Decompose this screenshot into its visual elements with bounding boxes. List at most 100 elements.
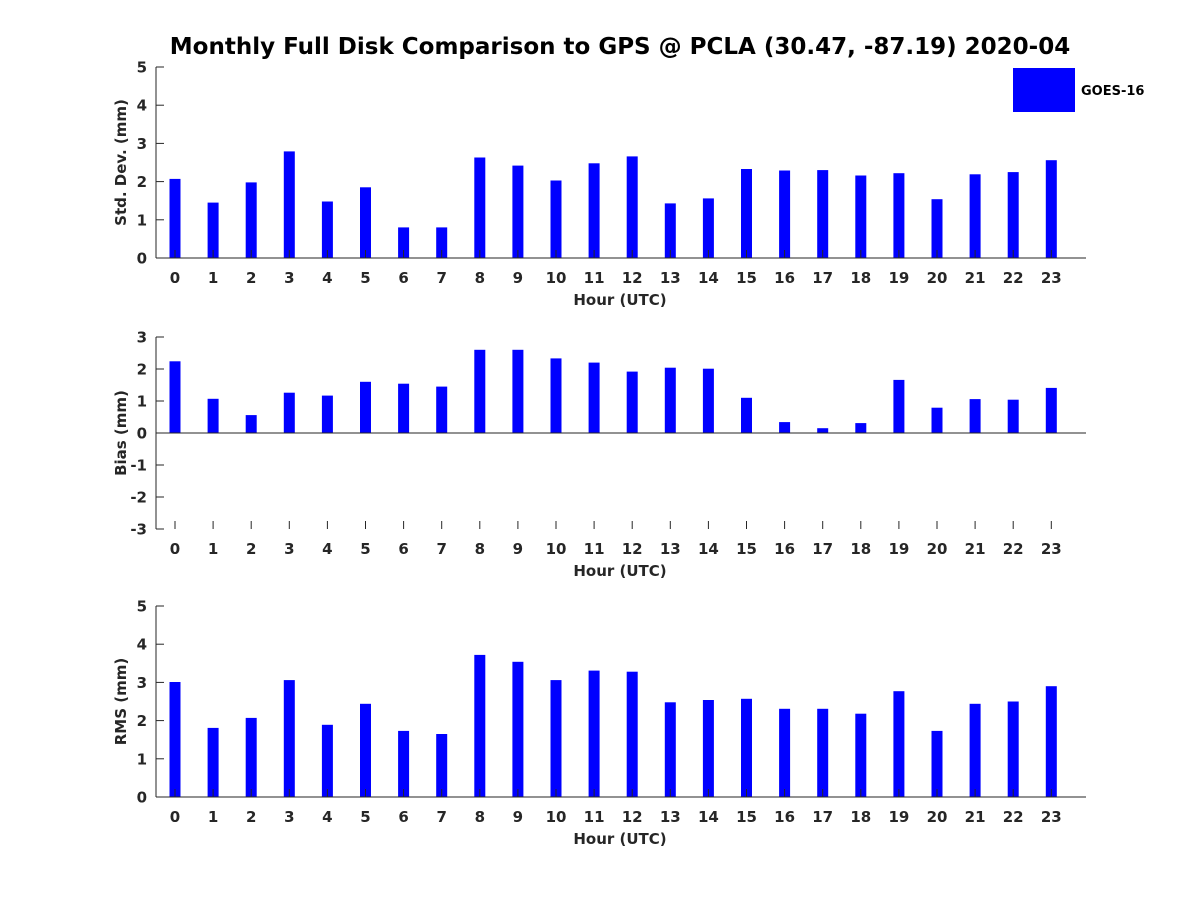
bar [550,680,562,797]
bar [779,422,791,433]
x-tick-label: 6 [398,540,408,558]
bar [1007,172,1019,258]
x-tick-label: 0 [170,269,180,287]
x-tick-label: 12 [622,808,643,826]
x-tick-label: 13 [660,269,681,287]
bar [893,173,905,258]
bar [550,358,562,433]
x-tick-label: 16 [774,269,795,287]
bar [1045,387,1057,433]
x-tick-label: 7 [436,808,446,826]
bar [741,397,752,433]
bar [855,713,867,797]
bar [817,170,829,258]
y-tick-label: 5 [137,598,147,616]
x-tick-label: 4 [322,540,332,558]
x-tick-label: 9 [513,540,523,558]
bar [779,708,791,797]
bar [969,399,981,433]
bar [436,227,448,258]
x-tick-label: 22 [1003,269,1024,287]
bar [817,428,829,433]
x-tick-label: 10 [546,269,567,287]
bar [779,170,791,258]
legend: GOES-16 [1013,68,1144,112]
x-tick-label: 22 [1003,808,1024,826]
bar [664,367,676,433]
x-tick-label: 7 [436,269,446,287]
chart-title: Monthly Full Disk Comparison to GPS @ PC… [170,34,1070,60]
x-tick-label: 23 [1041,269,1062,287]
bar [931,199,943,258]
y-tick-label: 3 [137,674,147,692]
bar [702,198,714,258]
bar [855,175,867,258]
x-tick-label: 10 [546,808,567,826]
bar [969,174,981,258]
bar [245,717,257,797]
bar [664,203,676,258]
bar [398,383,410,433]
x-tick-label: 17 [812,808,833,826]
x-tick-label: 5 [360,269,370,287]
x-tick-label: 1 [208,540,218,558]
y-tick-label: -3 [130,521,147,539]
bar [207,727,219,797]
y-tick-label: 3 [137,135,147,153]
x-tick-label: 18 [850,808,871,826]
x-tick-label: 3 [284,808,294,826]
x-tick-label: 3 [284,269,294,287]
x-tick-label: 6 [398,808,408,826]
x-tick-label: 15 [736,808,757,826]
x-tick-label: 2 [246,540,256,558]
bar [245,415,257,433]
bar [512,349,524,433]
x-tick-label: 7 [436,540,446,558]
bar [1007,399,1019,433]
bar [702,368,714,433]
bar [398,227,410,258]
x-tick-label: 19 [888,808,909,826]
bar [626,671,638,797]
bar [207,398,219,433]
x-tick-label: 6 [398,269,408,287]
bar [207,202,219,258]
bar [474,349,486,433]
x-tick-label: 23 [1041,540,1062,558]
bar [474,157,486,258]
x-tick-label: 21 [965,808,986,826]
x-tick-label: 9 [513,269,523,287]
x-tick-label: 23 [1041,808,1062,826]
bar [512,165,524,258]
bar [169,361,181,433]
x-tick-label: 5 [360,808,370,826]
bar [436,386,448,433]
y-tick-label: 0 [137,789,147,807]
bar [169,178,181,258]
bar [664,702,676,797]
x-tick-label: 17 [812,540,833,558]
bar [1045,160,1057,258]
y-tick-label: -2 [130,489,147,507]
y-tick-label: 1 [137,750,147,768]
bar [512,661,524,797]
x-tick-label: 20 [927,540,948,558]
x-tick-label: 4 [322,269,332,287]
bar [169,682,181,797]
bar [436,734,448,797]
x-tick-label: 20 [927,269,948,287]
x-tick-label: 15 [736,540,757,558]
bar [741,169,752,258]
y-tick-label: 2 [137,173,147,191]
bar [360,187,371,258]
x-tick-label: 8 [475,808,485,826]
x-tick-label: 16 [774,540,795,558]
bar [360,703,371,797]
bar [588,670,600,797]
x-tick-label: 12 [622,540,643,558]
y-tick-label: 1 [137,393,147,411]
